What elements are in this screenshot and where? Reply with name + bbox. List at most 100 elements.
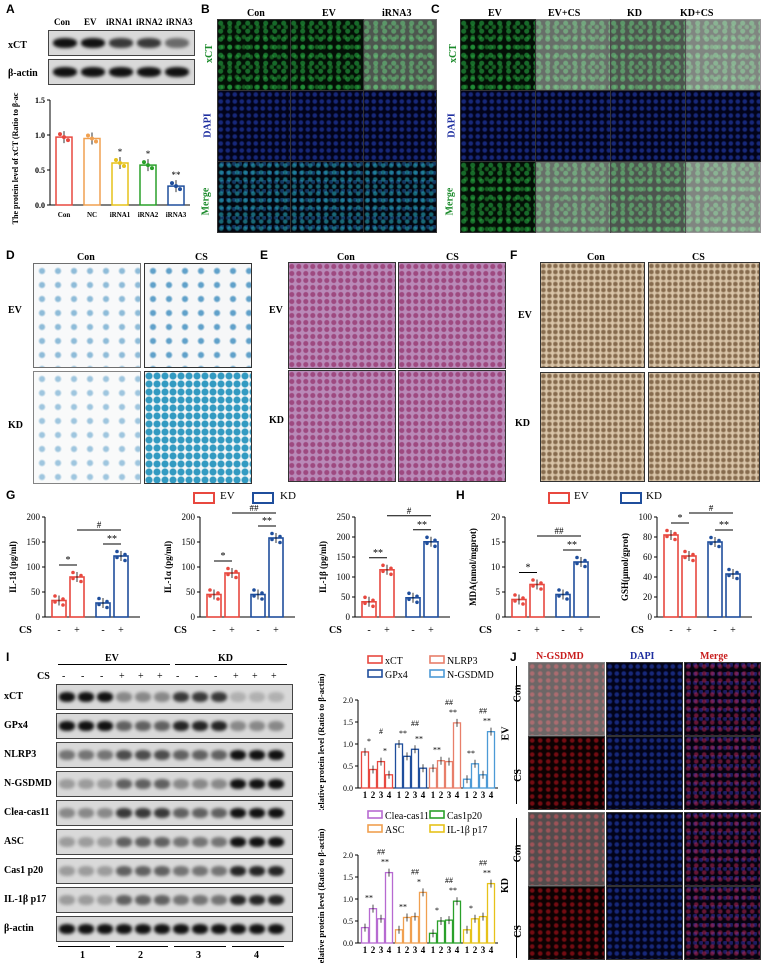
- x-tick-label: 4: [455, 945, 460, 955]
- y-tick-label: 0: [191, 612, 196, 622]
- data-point: [425, 535, 429, 540]
- data-point: [216, 591, 220, 595]
- data-point: [58, 132, 62, 137]
- significance-label: **: [415, 734, 423, 743]
- data-point: [521, 596, 525, 600]
- x-tick-label: 2: [473, 790, 478, 800]
- i-blot: [56, 916, 293, 942]
- e-row-label: KD: [269, 415, 284, 426]
- i-row-label: Cas1 p20: [4, 865, 44, 876]
- f-image: [648, 262, 760, 368]
- b-col-label: EV: [322, 8, 336, 19]
- f-row-label: EV: [518, 310, 532, 321]
- y-axis-label: Relative protein level (Ratio to β-actin…: [316, 673, 326, 810]
- y-tick-label: 100: [337, 572, 351, 582]
- i-cs-sign: -: [214, 671, 218, 682]
- significance-label: **: [483, 717, 491, 726]
- e-row-label: EV: [269, 305, 283, 316]
- i-row-label: IL-1β p17: [4, 894, 47, 905]
- data-point: [66, 138, 70, 143]
- cs-sign: -: [367, 625, 370, 636]
- b-col-label: iRNA3: [382, 8, 412, 19]
- data-point: [583, 558, 587, 563]
- significance-label: ##: [479, 859, 487, 868]
- significance-label: **: [381, 858, 389, 867]
- a-row-label: β-actin: [8, 68, 38, 79]
- x-tick-label: iRNA3: [166, 211, 187, 219]
- x-tick-label: 4: [489, 790, 494, 800]
- f-col-label: Con: [587, 252, 605, 263]
- y-tick-label: 200: [182, 512, 196, 522]
- data-point: [407, 597, 411, 602]
- c-row-label: xCT: [447, 44, 459, 63]
- data-point: [717, 544, 721, 549]
- d-row-label: KD: [8, 420, 23, 431]
- data-point: [90, 136, 94, 141]
- data-point: [115, 549, 119, 554]
- cs-sign: -: [517, 625, 520, 636]
- significance-label: #: [407, 506, 412, 516]
- data-point: [174, 184, 178, 189]
- legend-label: GPx4: [385, 670, 408, 681]
- data-point: [381, 563, 385, 568]
- significance-label: **: [567, 540, 577, 551]
- b-image: [290, 161, 364, 233]
- i-cs-sign: -: [195, 671, 199, 682]
- y-tick-label: 1.5: [343, 718, 353, 727]
- y-tick-label: 2.0: [343, 851, 353, 860]
- c-row-label: DAPI: [446, 113, 458, 138]
- cs-sign: -: [212, 625, 215, 636]
- c-image: [460, 90, 536, 162]
- significance-label: *: [367, 737, 371, 746]
- e-image: [288, 262, 396, 369]
- h-legend-kd-swatch: [620, 492, 642, 504]
- x-tick-label: Con: [58, 211, 71, 219]
- x-tick-label: 3: [447, 945, 452, 955]
- i-cs-sign: +: [271, 671, 277, 682]
- x-tick-label: 4: [489, 945, 494, 955]
- data-point: [234, 575, 238, 580]
- legend-label: xCT: [385, 656, 403, 667]
- data-point: [252, 588, 256, 592]
- c-image: [685, 161, 761, 233]
- i-blot: [56, 887, 293, 913]
- y-tick-label: 250: [337, 512, 351, 522]
- e-image: [398, 370, 506, 482]
- i-row-label: ASC: [4, 836, 25, 847]
- b-row-label: DAPI: [202, 113, 214, 138]
- y-tick-label: 0.5: [343, 917, 353, 926]
- h-legend-ev: EV: [574, 490, 589, 502]
- i-lane-group-line: [116, 946, 168, 947]
- x-tick-label: 3: [379, 790, 384, 800]
- data-point: [513, 599, 517, 603]
- j-group-label: EV: [500, 726, 512, 741]
- legend-swatch: [429, 810, 445, 819]
- i-lane-group-label: 2: [138, 950, 143, 961]
- data-point: [105, 605, 109, 610]
- j-group-line: [516, 666, 517, 804]
- data-point: [433, 544, 437, 549]
- x-tick-label: 2: [405, 790, 410, 800]
- x-tick-label: 4: [421, 945, 426, 955]
- g-legend-ev-swatch: [193, 492, 215, 504]
- y-axis-label: IL-1β (pg/ml): [318, 541, 328, 593]
- a-blot-bactin: [48, 59, 195, 85]
- significance-label: **: [433, 746, 441, 755]
- g-legend-ev: EV: [220, 490, 235, 502]
- panel-label-i: I: [6, 650, 10, 664]
- data-point: [71, 570, 75, 575]
- i-group-line: [58, 664, 170, 665]
- d-col-label: CS: [195, 252, 208, 263]
- x-tick-label: 3: [413, 790, 418, 800]
- data-point: [94, 139, 98, 144]
- bar: [55, 136, 73, 206]
- data-point: [71, 576, 75, 581]
- cs-sign: +: [384, 625, 390, 636]
- data-point: [583, 564, 587, 569]
- data-point: [122, 164, 126, 168]
- data-point: [381, 569, 385, 574]
- significance-label: #: [709, 505, 714, 513]
